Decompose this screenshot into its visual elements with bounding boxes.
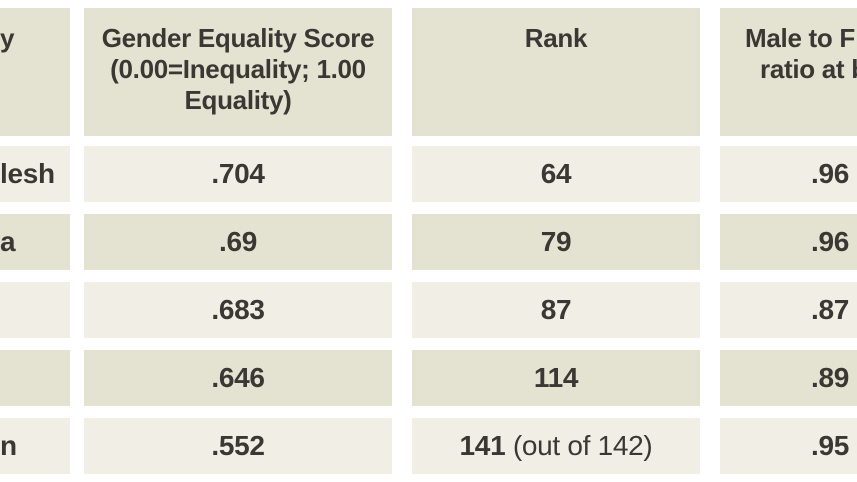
header-ratio-line1: Male to F [745,23,855,53]
row1-rank-cell: 64 [412,146,700,202]
row1-score-value: .704 [84,146,392,202]
row3-rank-value: 87 [540,294,572,325]
row3-rank-cell: 87 [412,282,700,338]
header-cell-score: Gender Equality Score (0.00=Inequality; … [84,8,392,136]
header-score-line2: (0.00=Inequality; 1.00 [110,54,366,84]
row2-score-value: .69 [84,214,392,270]
row1-ratio-value: .96 [720,146,857,202]
row5-country-fragment: n [0,430,17,461]
header-cell-ratio: Male to F ratio at b [720,8,857,136]
row4-ratio-value: .89 [720,350,857,406]
row4-rank-value: 114 [533,362,579,393]
row2-ratio-value: .96 [720,214,857,270]
row5-rank-note: (out of 142) [505,430,653,461]
header-score-line1: Gender Equality Score [101,23,375,53]
row3-country-cell [0,282,70,338]
row1-country-cell: lesh [0,146,70,202]
row2-country-cell: a [0,214,70,270]
header-country-fragment: y [0,23,15,53]
row3-ratio-value: .87 [720,282,857,338]
row5-rank-value: 141 [459,430,506,461]
header-score-line3: Equality) [184,85,292,115]
row5-ratio-value: .95 [720,418,857,474]
row5-score-value: .552 [84,418,392,474]
row4-rank-cell: 114 [412,350,700,406]
row2-rank-value: 79 [540,226,572,257]
header-ratio-line2: ratio at b [760,54,857,84]
row2-country-fragment: a [0,226,16,257]
row4-score-value: .646 [84,350,392,406]
row4-country-cell [0,350,70,406]
header-cell-rank: Rank [412,8,700,136]
row3-score-value: .683 [84,282,392,338]
row2-rank-cell: 79 [412,214,700,270]
header-cell-country: y [0,8,70,136]
row1-country-fragment: lesh [0,158,55,189]
header-rank-label: Rank [524,23,588,53]
row5-rank-cell: 141 (out of 142) [412,418,700,474]
row5-country-cell: n [0,418,70,474]
row1-rank-value: 64 [540,158,572,189]
